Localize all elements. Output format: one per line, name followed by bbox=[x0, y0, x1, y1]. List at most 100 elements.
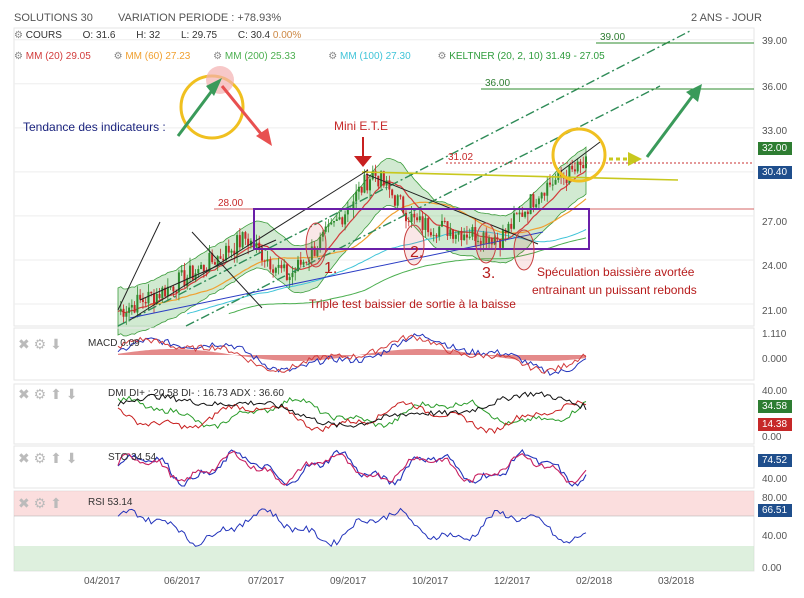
candle-body bbox=[465, 234, 468, 238]
candle-body bbox=[263, 260, 266, 262]
arrow-up-icon[interactable]: ⬆ bbox=[50, 386, 62, 402]
gear-icon[interactable]: ⚙ bbox=[328, 51, 338, 62]
macd-controls: ✖ ⚙ ⬇ bbox=[18, 336, 62, 353]
target-arrow-head bbox=[686, 84, 702, 102]
variation-label: VARIATION PERIODE : +78.93% bbox=[118, 12, 282, 24]
candle-body bbox=[432, 234, 435, 236]
price-tick: 24.00 bbox=[762, 261, 788, 272]
level-28-label: 28.00 bbox=[218, 198, 244, 209]
candle-body bbox=[457, 230, 460, 235]
candle-body bbox=[413, 213, 416, 218]
ohlc-change: 0.00% bbox=[272, 30, 302, 41]
trend-line-3 bbox=[117, 221, 161, 311]
candle-body bbox=[565, 178, 568, 184]
candle-body bbox=[360, 186, 363, 193]
candle-body bbox=[499, 239, 502, 248]
candle-body bbox=[125, 312, 128, 317]
candle-body bbox=[341, 217, 344, 225]
rsi-controls: ✖ ⚙ ⬆ bbox=[18, 495, 62, 512]
candle-body bbox=[427, 218, 430, 233]
gear-icon[interactable]: ⚙ bbox=[33, 336, 47, 352]
candle-body bbox=[277, 264, 280, 268]
down-arrow-head bbox=[256, 128, 272, 146]
gear-icon[interactable]: ⚙ bbox=[437, 51, 447, 62]
candle-body bbox=[529, 194, 532, 215]
close-icon[interactable]: ✖ bbox=[18, 495, 30, 511]
ma20-line bbox=[117, 170, 587, 314]
candle-body bbox=[319, 236, 322, 251]
arrow-down-icon[interactable]: ⬇ bbox=[50, 336, 62, 352]
badge-dmi-minus bbox=[758, 418, 792, 431]
candle-body bbox=[211, 252, 214, 263]
candle-body bbox=[366, 174, 369, 191]
gear-icon[interactable]: ⚙ bbox=[14, 51, 23, 62]
candle-body bbox=[169, 286, 172, 288]
ma200-line bbox=[228, 237, 587, 315]
candle-body bbox=[585, 156, 587, 169]
gear-icon[interactable]: ⚙ bbox=[33, 495, 47, 511]
mini-ete-label: Mini E.T.E bbox=[334, 119, 389, 133]
badge-rsi-text: 66.51 bbox=[762, 505, 788, 516]
candle-body bbox=[183, 270, 186, 287]
arrow-up-icon[interactable]: ⬆ bbox=[50, 495, 62, 511]
candle-body bbox=[274, 267, 277, 273]
sto-panel bbox=[13, 445, 755, 489]
close-icon[interactable]: ✖ bbox=[18, 336, 30, 352]
arrow-down-icon[interactable]: ⬇ bbox=[65, 386, 78, 402]
arrow-down-icon[interactable]: ⬇ bbox=[65, 450, 78, 466]
price-tick: 33.00 bbox=[762, 126, 788, 137]
target-arrow-icon bbox=[645, 93, 696, 158]
rsi-axis: 0.00 bbox=[762, 563, 782, 574]
period-selector[interactable]: 2 ANS - JOUR bbox=[691, 12, 762, 24]
candle-body bbox=[355, 191, 358, 202]
candle-body bbox=[313, 246, 316, 256]
gear-icon[interactable]: ⚙ bbox=[14, 30, 23, 41]
gear-icon[interactable]: ⚙ bbox=[113, 51, 123, 62]
candle-body bbox=[335, 219, 338, 221]
main-panel-frame bbox=[13, 27, 755, 327]
candle-body bbox=[144, 301, 147, 304]
gear-icon[interactable]: ⚙ bbox=[33, 450, 47, 466]
arrow-up-icon[interactable]: ⬆ bbox=[50, 450, 62, 466]
sto-k-line bbox=[117, 449, 587, 487]
test-3-label: 3. bbox=[482, 265, 496, 282]
candle-body bbox=[513, 213, 515, 229]
candle-body bbox=[158, 293, 161, 299]
trend-line-4 bbox=[191, 231, 263, 309]
gear-icon[interactable]: ⚙ bbox=[33, 386, 47, 402]
macd-label: MACD 0.09 bbox=[88, 338, 140, 349]
candle-body bbox=[551, 184, 554, 186]
candle-body bbox=[261, 247, 263, 261]
sto-axis: 40.00 bbox=[762, 474, 788, 485]
candle-body bbox=[405, 212, 407, 222]
grid bbox=[14, 39, 754, 305]
rsi-axis: 80.00 bbox=[762, 493, 788, 504]
x-tick: 12/2017 bbox=[494, 576, 531, 587]
dmi-controls: ✖ ⚙ ⬆ ⬇ bbox=[18, 386, 77, 403]
candle-body bbox=[230, 250, 233, 253]
dmi-panel bbox=[13, 383, 755, 445]
candle-body bbox=[272, 269, 275, 273]
speculation-label-2: entrainant un puissant rebonds bbox=[532, 283, 697, 297]
candle-body bbox=[501, 230, 504, 248]
candle-body bbox=[128, 307, 131, 313]
close-icon[interactable]: ✖ bbox=[18, 386, 30, 402]
candle-body bbox=[136, 294, 139, 313]
close-icon[interactable]: ✖ bbox=[18, 450, 30, 466]
candle-body bbox=[327, 224, 330, 227]
candle-body bbox=[380, 171, 383, 187]
trend-label: Tendance des indicateurs : bbox=[23, 120, 166, 134]
keltner-band bbox=[117, 146, 587, 337]
test-4-ellipse bbox=[513, 229, 535, 271]
candle-body bbox=[236, 235, 239, 255]
candle-body bbox=[150, 291, 153, 294]
candle-body bbox=[344, 214, 347, 225]
candle-body bbox=[164, 287, 167, 297]
candle-body bbox=[305, 261, 308, 263]
gear-icon[interactable]: ⚙ bbox=[213, 51, 223, 62]
candle-body bbox=[297, 259, 299, 272]
candle-body bbox=[454, 234, 457, 239]
price-tick: 36.00 bbox=[762, 82, 788, 93]
adx-line bbox=[117, 391, 587, 428]
